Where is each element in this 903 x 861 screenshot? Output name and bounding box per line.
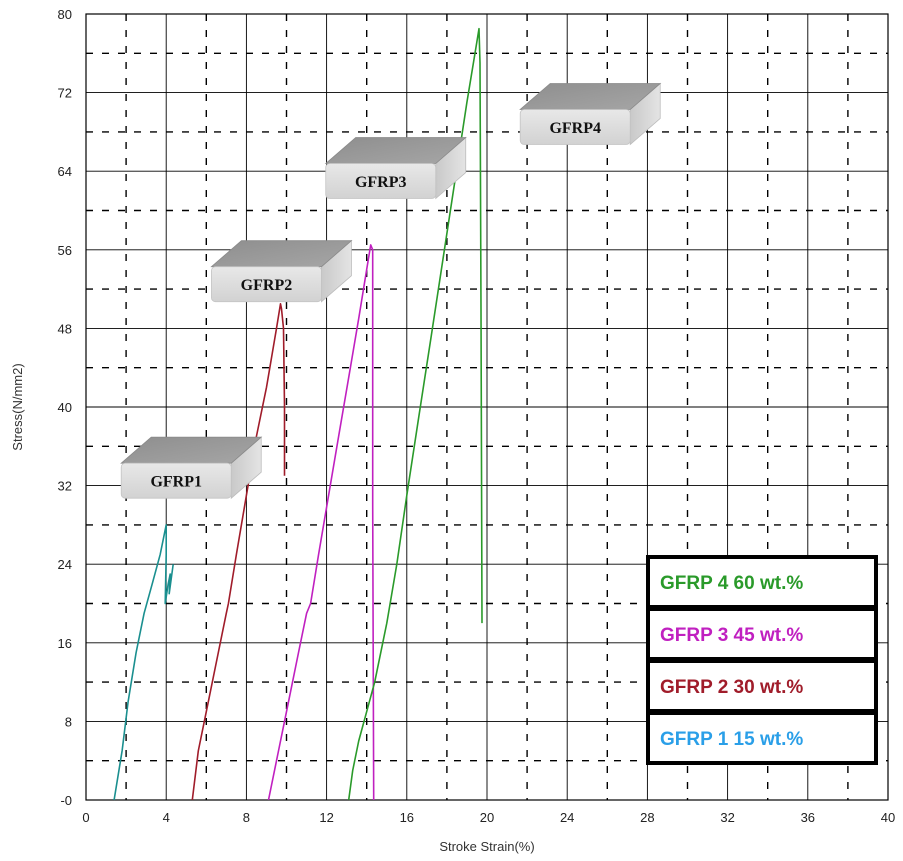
- annotation-label: GFRP3: [355, 174, 407, 191]
- legend-label: GFRP 1 15 wt.%: [660, 729, 803, 750]
- legend-label: GFRP 4 60 wt.%: [660, 573, 803, 594]
- y-axis-label: Stress(N/mm2): [10, 363, 25, 450]
- annotation-label: GFRP2: [241, 277, 293, 294]
- y-tick-label: 24: [58, 557, 72, 572]
- x-tick-label: 20: [480, 810, 494, 825]
- series-line: [347, 27, 483, 801]
- annotation-label: GFRP1: [150, 474, 202, 491]
- legend-item: GFRP 1 15 wt.%: [646, 711, 878, 765]
- annotations: GFRP1 GFRP2 GFRP3 GFRP4: [120, 82, 662, 500]
- y-tick-label: 40: [58, 400, 72, 415]
- x-tick-label: 40: [881, 810, 895, 825]
- annotation-box: GFRP4: [519, 82, 662, 146]
- y-tick-label: 16: [58, 636, 72, 651]
- y-tick-label: -0: [60, 793, 72, 808]
- y-tick-label: 64: [58, 164, 72, 179]
- annotation-box: GFRP1: [120, 436, 263, 500]
- legend-label: GFRP 2 30 wt.%: [660, 677, 803, 698]
- series-line: [267, 244, 375, 801]
- x-tick-label: 8: [243, 810, 250, 825]
- legend-item: GFRP 3 45 wt.%: [646, 607, 878, 661]
- x-tick-label: 24: [560, 810, 574, 825]
- y-tick-label: 80: [58, 7, 72, 22]
- x-tick-label: 32: [720, 810, 734, 825]
- x-tick-label: 12: [319, 810, 333, 825]
- annotation-label: GFRP4: [549, 120, 601, 137]
- y-tick-label: 32: [58, 479, 72, 494]
- series-line: [113, 524, 174, 801]
- y-tick-label: 8: [65, 714, 72, 729]
- x-tick-label: 4: [163, 810, 170, 825]
- y-tick-label: 48: [58, 321, 72, 336]
- x-tick-label: 16: [400, 810, 414, 825]
- x-tick-label: 28: [640, 810, 654, 825]
- x-axis-label: Stroke Strain(%): [439, 839, 534, 854]
- plot-frame: [85, 13, 889, 801]
- legend: GFRP 4 60 wt.% GFRP 3 45 wt.% GFRP 2 30 wt…: [646, 555, 878, 765]
- x-tick-label: 36: [801, 810, 815, 825]
- legend-item: GFRP 2 30 wt.%: [646, 659, 878, 713]
- legend-label: GFRP 3 45 wt.%: [660, 625, 803, 646]
- annotation-box: GFRP2: [210, 239, 353, 303]
- x-tick-label: 0: [82, 810, 89, 825]
- y-tick-label: 72: [58, 86, 72, 101]
- annotation-box: GFRP3: [324, 136, 467, 200]
- y-tick-label: 56: [58, 243, 72, 258]
- series-line: [191, 302, 286, 801]
- legend-item: GFRP 4 60 wt.%: [646, 555, 878, 609]
